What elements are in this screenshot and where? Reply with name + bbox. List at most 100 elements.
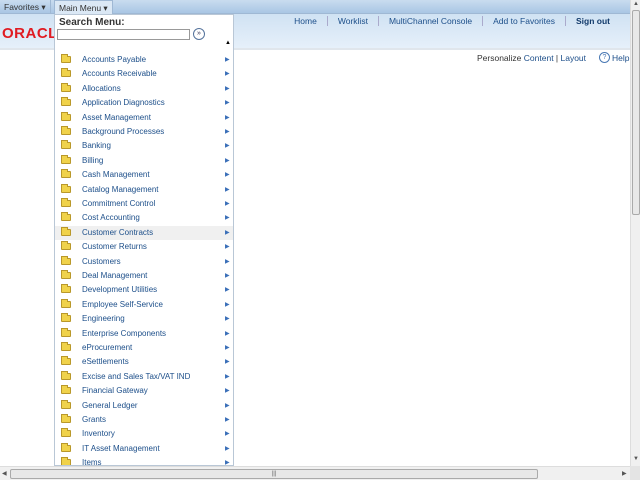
multichannel-console-link[interactable]: MultiChannel Console: [377, 16, 482, 26]
submenu-arrow-icon: ▶: [225, 71, 230, 78]
menu-item-label: Accounts Payable: [82, 55, 147, 64]
folder-icon: [61, 414, 71, 423]
menu-item[interactable]: Excise and Sales Tax/VAT IND ▶: [55, 370, 233, 384]
scroll-right-arrow-icon[interactable]: ▶: [622, 471, 627, 477]
add-to-favorites-link[interactable]: Add to Favorites: [482, 16, 565, 26]
help-label: Help: [612, 52, 630, 63]
menu-item[interactable]: Allocations ▶: [55, 82, 233, 96]
submenu-arrow-icon: ▶: [225, 373, 230, 380]
menu-item[interactable]: Enterprise Components ▶: [55, 327, 233, 341]
menu-item[interactable]: Deal Management ▶: [55, 269, 233, 283]
vertical-scroll-thumb[interactable]: [632, 10, 640, 215]
personalize-layout-link[interactable]: Layout: [560, 53, 587, 63]
folder-icon: [61, 255, 71, 265]
menu-item[interactable]: Customer Returns ▶: [55, 240, 233, 254]
main-menu[interactable]: Main Menu ▾: [54, 0, 113, 14]
folder-icon: [61, 298, 71, 308]
menu-item[interactable]: Catalog Management ▶: [55, 183, 233, 197]
menu-item[interactable]: Employee Self-Service ▶: [55, 298, 233, 312]
menu-item-label: Application Diagnostics: [82, 98, 165, 108]
folder-icon: [61, 356, 71, 366]
sign-out-link[interactable]: Sign out: [565, 16, 620, 26]
menu-item[interactable]: Customer Contracts ▶: [55, 225, 233, 240]
menu-item[interactable]: Inventory ▶: [55, 427, 233, 441]
search-go-icon[interactable]: »: [193, 28, 205, 40]
submenu-arrow-icon: ▶: [225, 345, 230, 351]
submenu-arrow-icon: ▶: [225, 114, 230, 121]
help-icon: ?: [599, 52, 610, 63]
folder-icon: [61, 198, 71, 207]
menu-item-label: Excise and Sales Tax/VAT IND: [82, 371, 191, 381]
menu-item-label: Financial Gateway: [82, 386, 148, 396]
menu-item-label: Engineering: [82, 314, 125, 324]
vertical-scrollbar[interactable]: ▲ ▼: [630, 0, 640, 466]
folder-icon: [61, 111, 71, 121]
submenu-arrow-icon: ▶: [225, 157, 230, 164]
menu-item[interactable]: eSettlements ▶: [55, 355, 233, 369]
folder-icon: [61, 284, 71, 294]
menu-item-label: Customer Contracts: [82, 227, 154, 237]
submenu-arrow-icon: ▶: [225, 431, 230, 438]
home-link[interactable]: Home: [294, 16, 317, 26]
search-menu-input[interactable]: [57, 29, 190, 40]
menu-item-label: Customer Returns: [82, 242, 147, 252]
personalize-content-link[interactable]: Content: [523, 53, 554, 63]
horizontal-scroll-thumb[interactable]: |||: [10, 469, 538, 479]
scroll-up-arrow-icon[interactable]: ▲: [633, 1, 639, 7]
menu-item[interactable]: Accounts Receivable ▶: [55, 67, 233, 81]
top-menu-bar: Favorites ▾ Main Menu ▾: [0, 0, 630, 14]
menu-item-label: Cash Management: [82, 170, 150, 180]
menu-item[interactable]: Items ▶: [55, 456, 233, 465]
menu-item[interactable]: Billing ▶: [55, 154, 233, 168]
menu-item[interactable]: Asset Management ▶: [55, 111, 233, 125]
folder-icon: [61, 54, 71, 63]
menu-item-label: eProcurement: [82, 343, 133, 352]
menu-item-label: Grants: [82, 415, 107, 424]
folder-icon: [61, 126, 71, 135]
folder-icon: [61, 226, 71, 236]
menu-item[interactable]: Accounts Payable ▶: [55, 53, 233, 67]
menu-item[interactable]: eProcurement ▶: [55, 341, 233, 355]
menu-item[interactable]: Financial Gateway ▶: [55, 384, 233, 398]
submenu-arrow-icon: ▶: [225, 57, 230, 63]
scroll-left-arrow-icon[interactable]: ◀: [2, 471, 7, 477]
help-link[interactable]: ? Help: [599, 52, 629, 63]
submenu-arrow-icon: ▶: [225, 229, 230, 236]
menu-item[interactable]: Engineering ▶: [55, 312, 233, 326]
folder-icon: [61, 154, 71, 164]
menu-item[interactable]: IT Asset Management ▶: [55, 442, 233, 456]
folder-icon: [61, 428, 71, 438]
menu-item[interactable]: Grants ▶: [55, 413, 233, 427]
horizontal-scrollbar[interactable]: ◀ ||| ▶: [0, 466, 630, 480]
menu-item[interactable]: Application Diagnostics ▶: [55, 96, 233, 110]
submenu-arrow-icon: ▶: [225, 388, 230, 395]
personalize-bar: Personalize Content | Layout: [477, 53, 586, 63]
menu-item-label: Enterprise Components: [82, 328, 167, 338]
scroll-down-arrow-icon[interactable]: ▼: [633, 456, 639, 462]
menu-item-label: Commitment Control: [82, 199, 156, 208]
folder-icon: [61, 457, 71, 465]
menu-item-label: Cost Accounting: [82, 213, 140, 223]
menu-item[interactable]: Cost Accounting ▶: [55, 211, 233, 225]
search-menu-title: Search Menu:: [59, 17, 125, 28]
submenu-arrow-icon: ▶: [225, 186, 230, 193]
scroll-up-icon[interactable]: ▲: [225, 40, 231, 46]
folder-icon: [61, 313, 71, 323]
menu-item[interactable]: Customers ▶: [55, 255, 233, 269]
menu-item[interactable]: Commitment Control ▶: [55, 197, 233, 211]
favorites-menu[interactable]: Favorites ▾: [0, 0, 51, 14]
submenu-arrow-icon: ▶: [225, 201, 230, 207]
menu-item-label: IT Asset Management: [82, 443, 160, 453]
menu-item[interactable]: Banking ▶: [55, 139, 233, 153]
menu-item-label: eSettlements: [82, 357, 129, 367]
submenu-arrow-icon: ▶: [225, 129, 230, 135]
submenu-arrow-icon: ▶: [225, 143, 230, 150]
menu-item-label: Allocations: [82, 83, 121, 93]
menu-item[interactable]: Development Utilities ▶: [55, 283, 233, 297]
menu-item[interactable]: Cash Management ▶: [55, 168, 233, 182]
menu-item[interactable]: Background Processes ▶: [55, 125, 233, 139]
worklist-link[interactable]: Worklist: [326, 16, 378, 26]
submenu-arrow-icon: ▶: [225, 172, 230, 179]
menu-item[interactable]: General Ledger ▶: [55, 399, 233, 413]
separator: |: [553, 53, 561, 63]
